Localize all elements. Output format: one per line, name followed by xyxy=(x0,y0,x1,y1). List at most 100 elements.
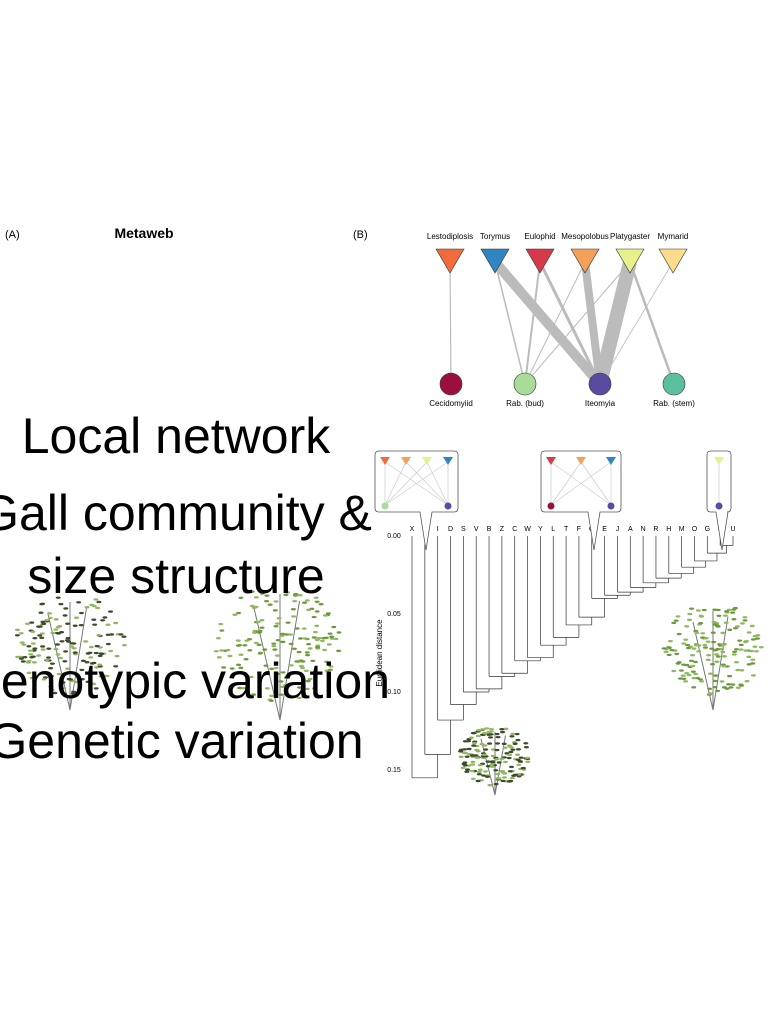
plant-leaf xyxy=(711,640,717,644)
plant-leaf xyxy=(746,631,752,634)
plant-leaf xyxy=(691,676,697,680)
node-label: Mymarid xyxy=(658,232,689,241)
plant-leaf xyxy=(88,645,94,649)
plant-leaf xyxy=(510,748,516,751)
plant-leaf xyxy=(490,760,496,764)
leaf-label: R xyxy=(653,526,658,533)
plant-leaf xyxy=(750,658,756,661)
plant-leaf xyxy=(242,644,248,647)
plant-leaf xyxy=(66,640,72,643)
plant-leaf xyxy=(314,600,320,603)
plant-leaf xyxy=(32,647,38,650)
plant-leaf xyxy=(97,654,103,658)
plant-leaf xyxy=(19,641,25,644)
gall-node xyxy=(439,372,463,396)
plant-leaf xyxy=(502,772,508,775)
plant-leaf xyxy=(32,636,38,640)
plant-leaf xyxy=(693,629,699,633)
plant-leaf xyxy=(702,646,708,649)
plant-leaf xyxy=(723,621,729,624)
plant-leaf xyxy=(290,608,296,611)
plant-leaf xyxy=(118,633,124,636)
plant-leaf xyxy=(65,622,71,625)
leaf-label: Z xyxy=(500,526,505,533)
plant-leaf xyxy=(734,660,740,664)
leaf-label: B xyxy=(487,526,492,533)
plant-leaf xyxy=(100,619,106,622)
plant-leaf xyxy=(56,672,62,676)
leaf-label: Y xyxy=(538,526,543,533)
plant-leaf xyxy=(475,779,481,783)
plant-leaf xyxy=(517,760,523,763)
plant-leaf xyxy=(76,601,82,604)
plant-leaf xyxy=(502,760,508,764)
plant-leaf xyxy=(702,643,708,647)
plant-leaf xyxy=(315,646,321,649)
plant-leaf xyxy=(719,680,725,683)
plant-leaf xyxy=(70,692,76,695)
plant-leaf xyxy=(49,662,55,665)
plant-leaf xyxy=(752,634,758,638)
plant-leaf xyxy=(73,680,79,684)
plant-leaf xyxy=(750,674,756,677)
plant-leaf xyxy=(501,742,507,746)
plant-leaf xyxy=(307,677,313,681)
plant-leaf xyxy=(31,649,37,652)
plant-leaf xyxy=(278,680,284,683)
plant-leaf xyxy=(75,691,81,695)
plant-leaf xyxy=(684,625,690,628)
plant-leaf xyxy=(318,603,324,606)
plant-leaf xyxy=(699,615,705,618)
plant-leaf xyxy=(44,658,50,662)
plant-leaf xyxy=(49,674,55,678)
plant-leaf xyxy=(114,654,120,658)
plant-leaf xyxy=(272,609,278,612)
plant-leaf xyxy=(305,679,311,683)
plant-leaf xyxy=(690,670,696,673)
plant-leaf xyxy=(274,622,280,625)
plant-leaf xyxy=(462,748,468,751)
plant-leaf xyxy=(37,634,43,637)
edge xyxy=(599,261,674,385)
plant-leaf xyxy=(46,647,52,650)
plant-leaf xyxy=(506,756,512,760)
plant-leaf xyxy=(739,669,745,672)
plant-leaf xyxy=(105,623,111,626)
plant-leaf xyxy=(460,766,466,770)
plant-leaf xyxy=(319,639,325,643)
plant-leaf xyxy=(58,602,64,606)
plant-leaf xyxy=(481,753,487,757)
plant-leaf xyxy=(251,693,257,696)
plant-leaf xyxy=(235,639,241,642)
network-edges xyxy=(449,258,676,388)
plant-leaf xyxy=(720,650,726,654)
plant-leaf xyxy=(68,645,74,648)
plant-leaf xyxy=(484,775,490,778)
plant-leaf xyxy=(488,733,494,736)
plant-leaf xyxy=(500,730,506,734)
plant-leaf xyxy=(688,659,694,662)
plant-leaf xyxy=(72,651,78,654)
plant-leaf xyxy=(221,666,227,669)
plant-leaf xyxy=(728,686,734,689)
leaf-label: H xyxy=(666,526,671,533)
plant-leaf xyxy=(93,687,99,690)
plant-leaf xyxy=(494,748,500,752)
plant-leaf xyxy=(310,659,316,663)
plant-leaf xyxy=(18,657,24,660)
leaf-label: J xyxy=(616,526,620,533)
plant-leaf xyxy=(315,644,321,647)
plant-leaf xyxy=(83,640,89,643)
plant-leaf xyxy=(264,687,270,690)
plant-leaf xyxy=(79,678,85,681)
plant-leaf xyxy=(38,611,44,614)
plant-leaf xyxy=(471,741,477,745)
node-label: Rab. (bud) xyxy=(506,399,544,408)
plant-leaf xyxy=(88,656,94,659)
plant-leaf xyxy=(669,648,675,652)
leaf-label: S xyxy=(461,526,466,533)
gall-node xyxy=(513,372,537,396)
inset-node xyxy=(606,457,616,465)
plant-leaf xyxy=(275,638,281,642)
plant-leaf xyxy=(523,745,529,749)
